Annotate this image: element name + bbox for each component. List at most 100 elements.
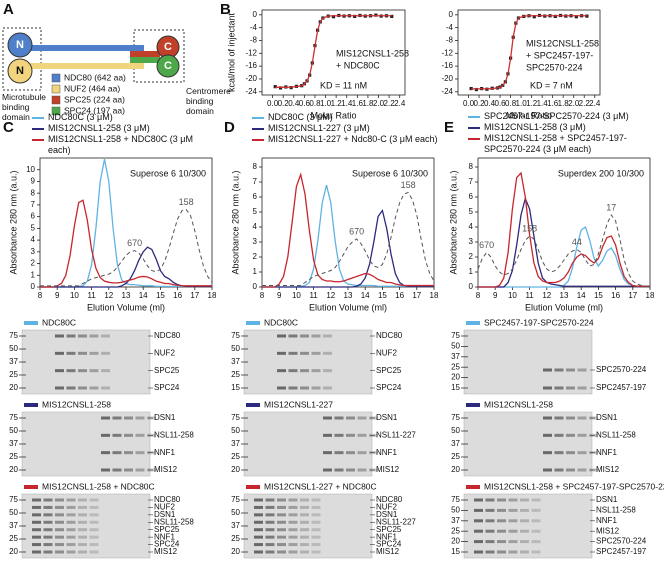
x-tick-label: 1.8 [558,99,570,108]
legend-entry: MIS12CNSL1-258 (3 μM) [32,123,217,134]
y-tick-label: -16 [245,61,257,70]
gel-band [300,351,309,355]
x-tick-label: 0.2 [473,99,485,108]
gel-band [112,451,122,455]
gel-band [357,451,367,455]
y-tick-label: 6 [469,192,474,201]
protein-label: MIS12 [376,547,400,556]
gel-band [520,519,529,523]
gel [21,493,151,559]
plot-frame [457,9,601,96]
gel-band [32,528,41,532]
x-tick-label: 17 [190,291,199,300]
protein-label: SPC25 [376,366,402,375]
legend-entry: NDC80C (3 μM) [32,112,217,123]
gel-band [334,433,344,437]
standard-label: 158 [401,180,416,190]
x-tick-label: 1.2 [331,99,343,108]
gel-band [311,528,321,532]
series-line [262,172,434,288]
y-tick-label: 0 [449,10,454,19]
domain-label: Centromere binding domain [186,86,231,116]
gel-band [357,416,367,420]
gel-band [357,433,367,437]
protein-label: NUF2 [376,503,397,512]
legend-label: NDC80C (3 μM) [268,112,333,122]
gel-band [334,468,344,472]
gel-band [577,433,587,437]
gel-band [288,369,298,373]
y-tick-label: 10 [26,165,35,174]
gel-band [543,416,552,420]
x-tick-label: 14 [361,291,370,300]
x-axis-label: Elution Volume (ml) [87,302,165,312]
data-point [469,86,473,91]
protein-label: NSL11-258 [596,430,636,439]
x-tick-label: 16 [395,291,404,300]
gel-band [300,535,309,539]
gel [243,329,373,395]
protein-label: SPC24 [376,540,402,549]
legend-swatch [51,95,61,105]
gel-band [508,550,518,554]
gel-header: MIS12CNSL1-258 [42,399,111,409]
gel-band [66,369,76,373]
legend: NDC80C (3 μM) MIS12CNSL1-227 (3 μM) MIS12C… [252,112,442,145]
y-axis-label: Absorbance 280 nm (a.u.) [8,170,18,274]
series-line [262,208,434,288]
gel-band [277,513,286,517]
gel-band [32,498,41,502]
gel-band [55,498,64,502]
mw-label: 50 [451,506,460,515]
panel-label: D [224,119,235,136]
gel-band [254,535,263,539]
gel-band [78,369,87,373]
protein-label: NSL11-258 [154,517,194,526]
gel-band [277,550,286,554]
x-tick-label: 1.0 [320,99,332,108]
gel-band [101,416,110,420]
y-tick-label: 5 [253,207,258,216]
mw-label: 50 [9,508,18,517]
tail-circle [156,54,180,78]
y-tick-label: 3 [253,237,258,246]
gel-band [520,508,529,512]
gel-band [300,498,309,502]
x-tick-label: 2.0 [373,99,385,108]
gel-band [300,369,309,373]
gel-band [89,520,99,524]
gel-band [323,416,332,420]
gel-band [520,498,529,502]
y-tick-label: 7 [253,177,258,186]
gel-band [346,451,355,455]
gel-band [323,369,332,373]
gel-band [89,351,99,355]
legend-swatch [32,139,44,141]
mw-label: 20 [451,465,460,474]
gel-band [577,416,587,420]
gel-band [497,529,506,533]
x-tick-label: 15 [378,291,387,300]
gel-band [265,550,275,554]
mw-label: 37 [451,352,460,361]
gel-band [311,543,321,547]
legend-entry: MIS12CNSL1-227 + Ndc80-C (3 μM each) [252,134,442,145]
x-tick-label: 15 [594,291,603,300]
gel-band [66,513,76,517]
legend-entry: MIS12CNSL1-258 + NDC80C (3 μM each) [32,134,217,156]
gel-band [55,505,64,509]
gel-band [288,351,298,355]
legend-swatch [32,117,44,119]
gel-band [254,520,263,524]
standard-line [262,191,435,286]
gel-band [101,386,110,390]
gel-band [485,519,495,523]
gel-band [474,540,483,544]
gel-band [55,543,64,547]
y-tick-label: 5 [469,207,474,216]
gel-band [311,513,321,517]
gel-band [474,550,483,554]
gel-header: MIS12CNSL1-258 [484,399,553,409]
protein-label: SPC2457-197 [596,547,647,556]
gel-band [78,498,87,502]
